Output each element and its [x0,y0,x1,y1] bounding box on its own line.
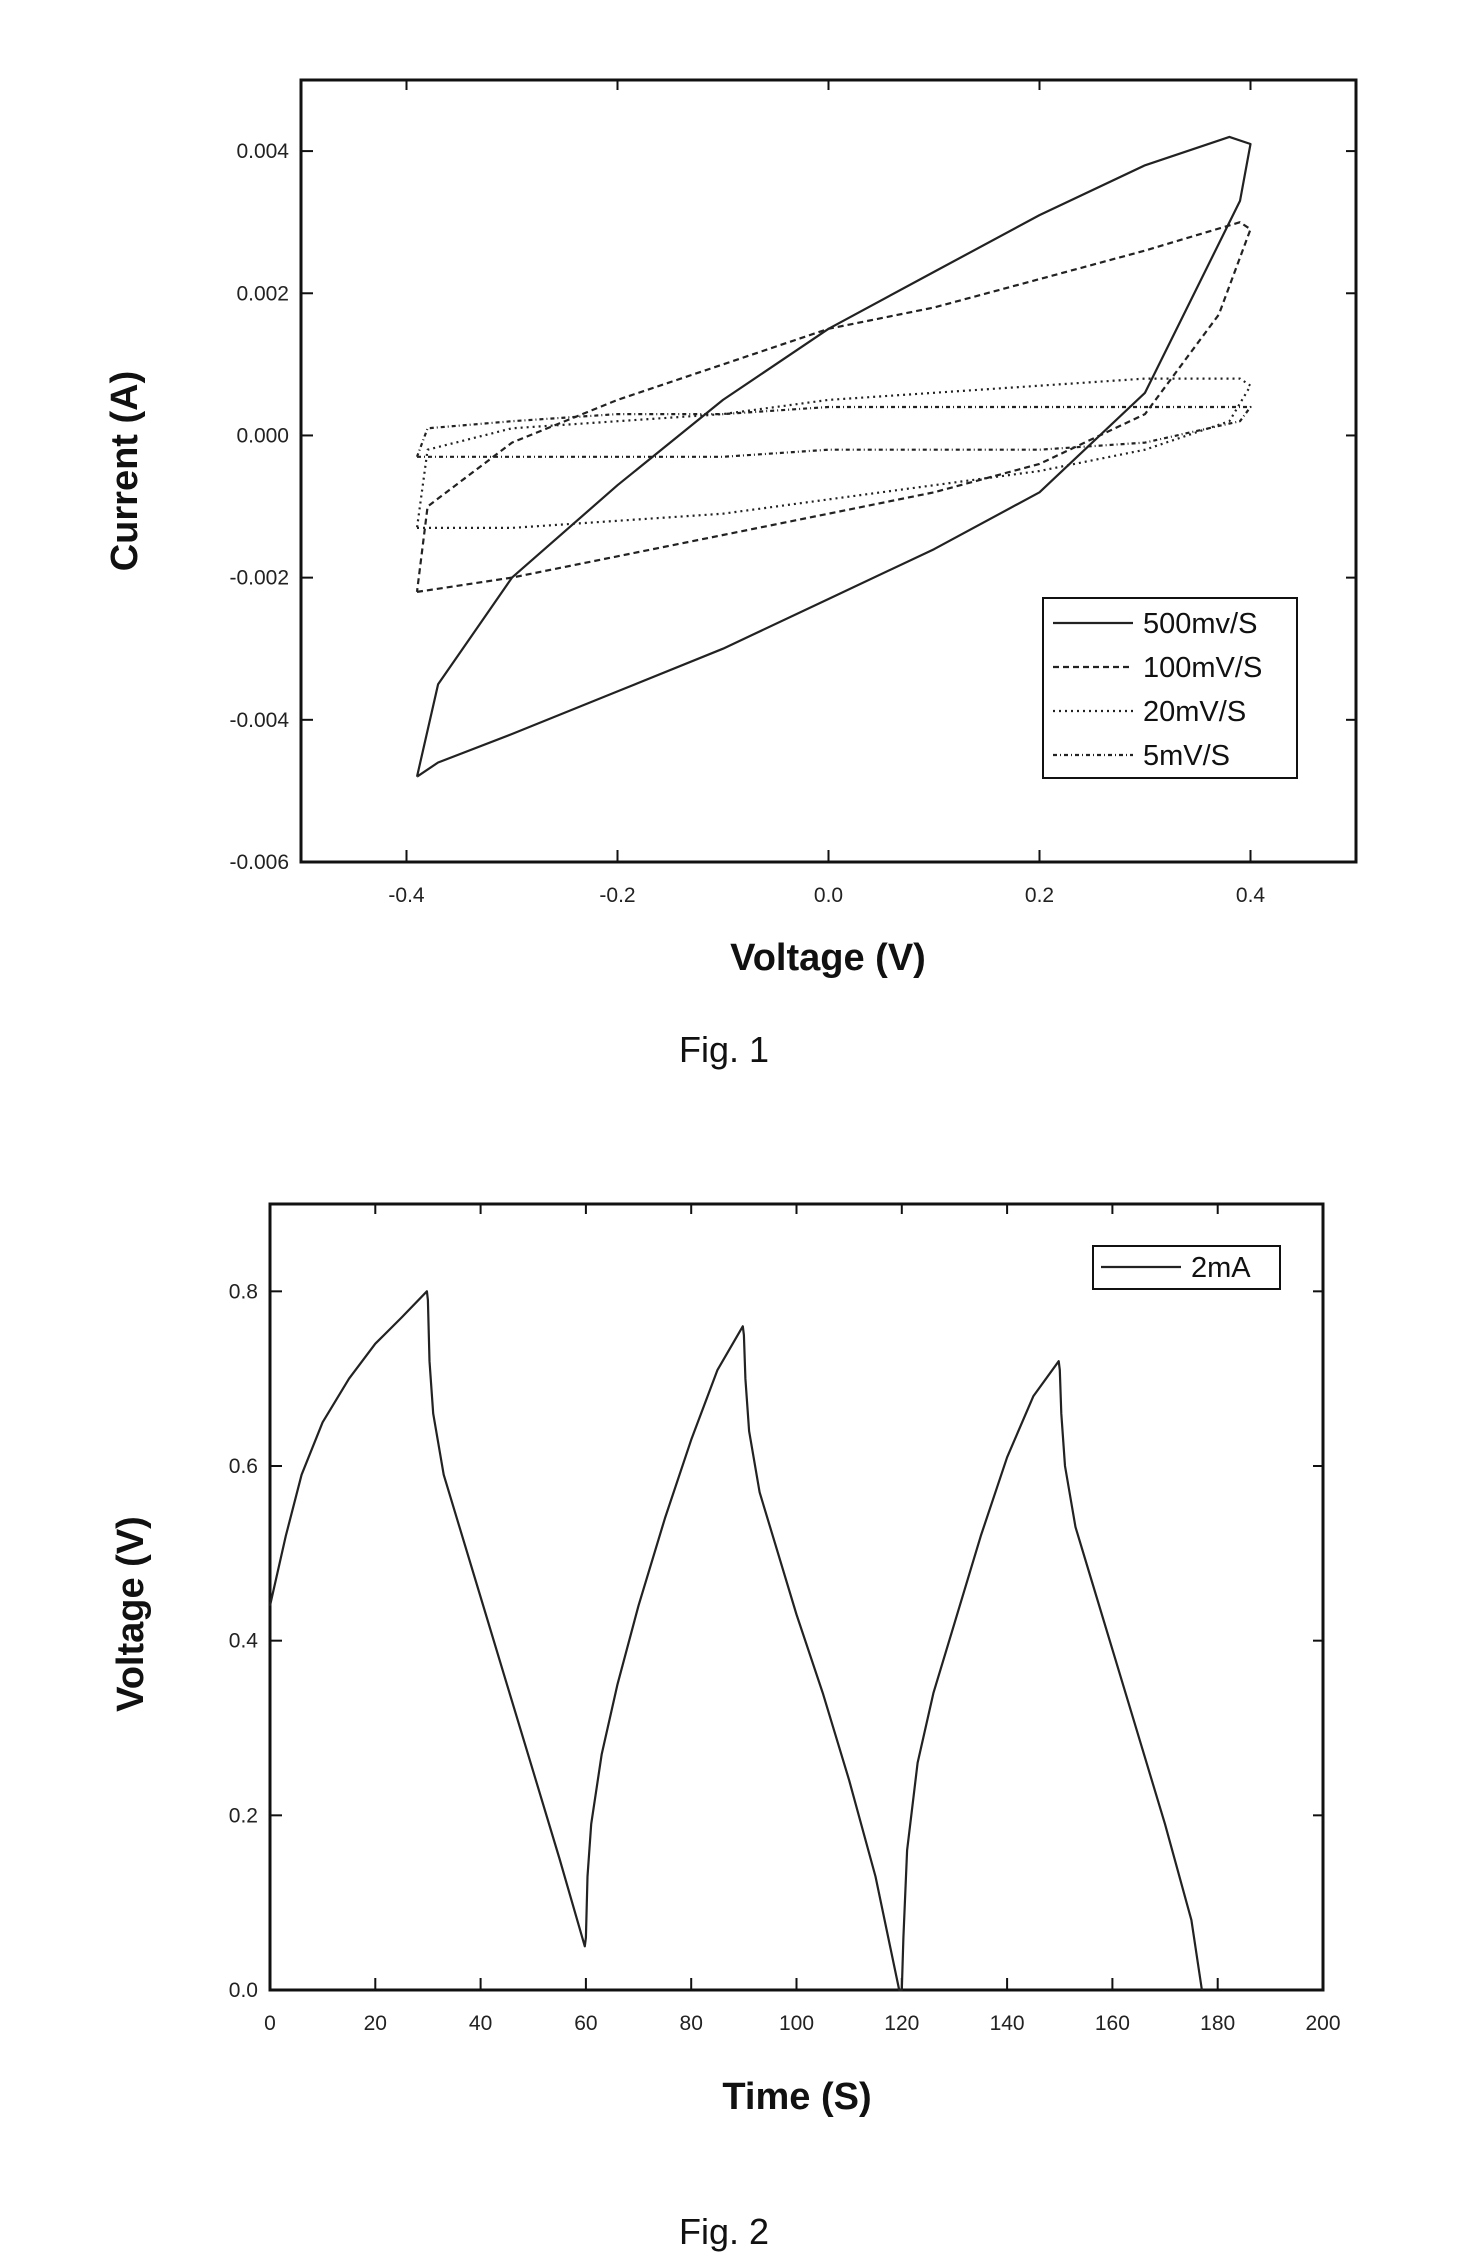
fig2-legend: 2mA [1093,1246,1280,1289]
fig2-x-axis-title: Time (S) [722,2076,871,2118]
fig2-x-tick-label: 200 [1305,2012,1340,2035]
fig2-x-tick-label: 140 [990,2012,1025,2035]
fig2-legend-label-1: 2mA [1191,1252,1251,1284]
fig1-x-tick-label: 0.4 [1236,884,1266,907]
figure-2-chart: 0 20 40 60 80 100 120 140 160 180 200 0.0 0.2 0.4 0.6… [0,1134,1481,2268]
fig1-y-axis-title: Current (A) [104,371,146,572]
fig1-y-tick-label: 0.002 [236,282,289,305]
fig1-x-tick-label: -0.4 [388,884,425,907]
fig1-plot-area: -0.4 -0.2 0.0 0.2 0.4 -0.006 -0.004 -0.002 0.00… [229,80,1356,907]
fig1-x-ticks: -0.4 -0.2 0.0 0.2 0.4 [388,80,1265,907]
fig2-y-tick-label: 0.8 [229,1280,258,1303]
fig1-y-tick-label: -0.002 [229,567,289,590]
fig1-x-tick-label: 0.2 [1025,884,1054,907]
fig2-y-tick-label: 0.4 [229,1630,259,1653]
fig2-x-tick-label: 120 [884,2012,919,2035]
fig2-y-tick-label: 0.0 [229,1979,258,2002]
fig2-x-tick-label: 80 [680,2012,703,2035]
fig2-series-line-1 [270,1291,1202,1990]
fig2-y-ticks: 0.0 0.2 0.4 0.6 0.8 [229,1280,1323,2002]
fig2-x-tick-label: 20 [364,2012,387,2035]
fig2-y-axis-title: Voltage (V) [110,1516,152,1712]
fig2-y-tick-label: 0.2 [229,1804,258,1827]
fig1-legend-label-2: 100mV/S [1143,652,1262,684]
fig1-y-tick-label: -0.006 [229,851,289,874]
fig1-series-line-4 [417,407,1251,457]
fig1-x-tick-label: -0.2 [599,884,635,907]
fig1-caption: Fig. 1 [679,1029,769,1070]
fig2-x-ticks: 0 20 40 60 80 100 120 140 160 180 200 [264,1204,1340,2035]
fig2-x-tick-label: 0 [264,2012,276,2035]
fig2-x-tick-label: 180 [1200,2012,1235,2035]
fig1-legend-label-3: 20mV/S [1143,696,1246,728]
fig2-series-group [270,1291,1202,1990]
fig1-y-tick-label: -0.004 [229,709,289,732]
fig2-x-tick-label: 40 [469,2012,492,2035]
fig1-x-axis-title: Voltage (V) [730,937,926,979]
figure-1-chart: -0.4 -0.2 0.0 0.2 0.4 -0.006 -0.004 -0.002 0.00… [0,0,1481,1134]
fig1-y-tick-label: 0.000 [236,424,289,447]
fig2-x-tick-label: 160 [1095,2012,1130,2035]
fig1-series-line-3 [417,379,1251,528]
fig2-plot-area: 0 20 40 60 80 100 120 140 160 180 200 0.0 0.2 0.4 0.6… [229,1204,1341,2035]
fig1-x-tick-label: 0.0 [814,884,843,907]
fig2-y-tick-label: 0.6 [229,1455,258,1478]
fig1-legend: 500mv/S 100mV/S 20mV/S 5mV/S [1043,598,1297,778]
fig1-y-tick-label: 0.004 [236,140,289,163]
fig1-legend-label-4: 5mV/S [1143,740,1230,772]
fig2-caption: Fig. 2 [679,2211,769,2252]
fig2-x-tick-label: 100 [779,2012,814,2035]
fig1-legend-label-1: 500mv/S [1143,608,1257,640]
fig2-x-tick-label: 60 [574,2012,597,2035]
